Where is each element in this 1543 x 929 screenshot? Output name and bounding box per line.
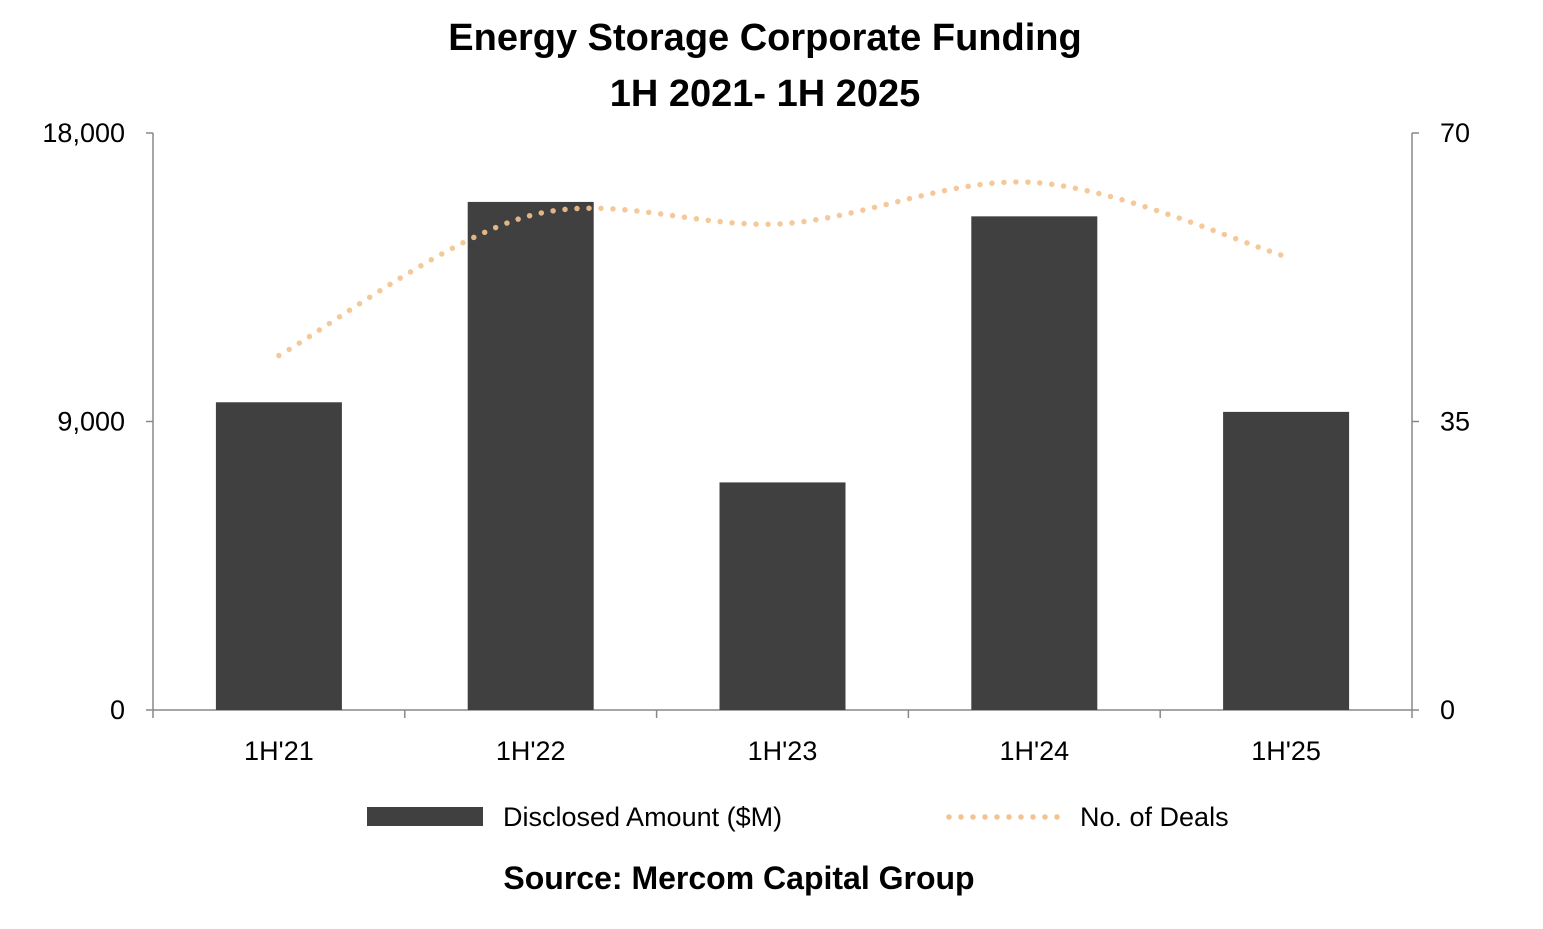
chart-subtitle: 1H 2021- 1H 2025	[609, 73, 921, 115]
source-note: Source: Mercom Capital Group	[503, 860, 975, 896]
y-left-tick-label: 9,000	[57, 407, 125, 437]
bar	[719, 482, 846, 710]
axis-ticks: 0 9,000 18,000 0 35 70 1H'21 1H'22 1H'23 1H'24 1H'…	[42, 118, 1470, 766]
y-left-tick-label: 18,000	[42, 118, 125, 148]
legend: Disclosed Amount ($M) No. of Deals	[367, 802, 1229, 832]
bar	[467, 201, 594, 711]
y-right-tick-label: 0	[1440, 695, 1455, 725]
legend-label-bar: Disclosed Amount ($M)	[503, 802, 782, 832]
y-left-tick-label: 0	[110, 695, 125, 725]
line-series	[276, 179, 1289, 359]
legend-label-line: No. of Deals	[1080, 802, 1229, 832]
legend-swatch-bar	[367, 807, 483, 826]
chart-title: Energy Storage Corporate Funding	[448, 17, 1082, 59]
bar-series	[215, 201, 1350, 711]
y-right-tick-label: 70	[1440, 118, 1470, 148]
bar	[1223, 411, 1350, 710]
x-tick-label: 1H'23	[748, 736, 818, 766]
bar	[971, 216, 1098, 710]
x-tick-label: 1H'22	[496, 736, 566, 766]
deals-line	[276, 179, 1289, 359]
x-tick-label: 1H'25	[1251, 736, 1321, 766]
x-tick-label: 1H'24	[999, 736, 1069, 766]
x-tick-label: 1H'21	[244, 736, 314, 766]
y-right-tick-label: 35	[1440, 407, 1470, 437]
bar	[215, 402, 342, 710]
